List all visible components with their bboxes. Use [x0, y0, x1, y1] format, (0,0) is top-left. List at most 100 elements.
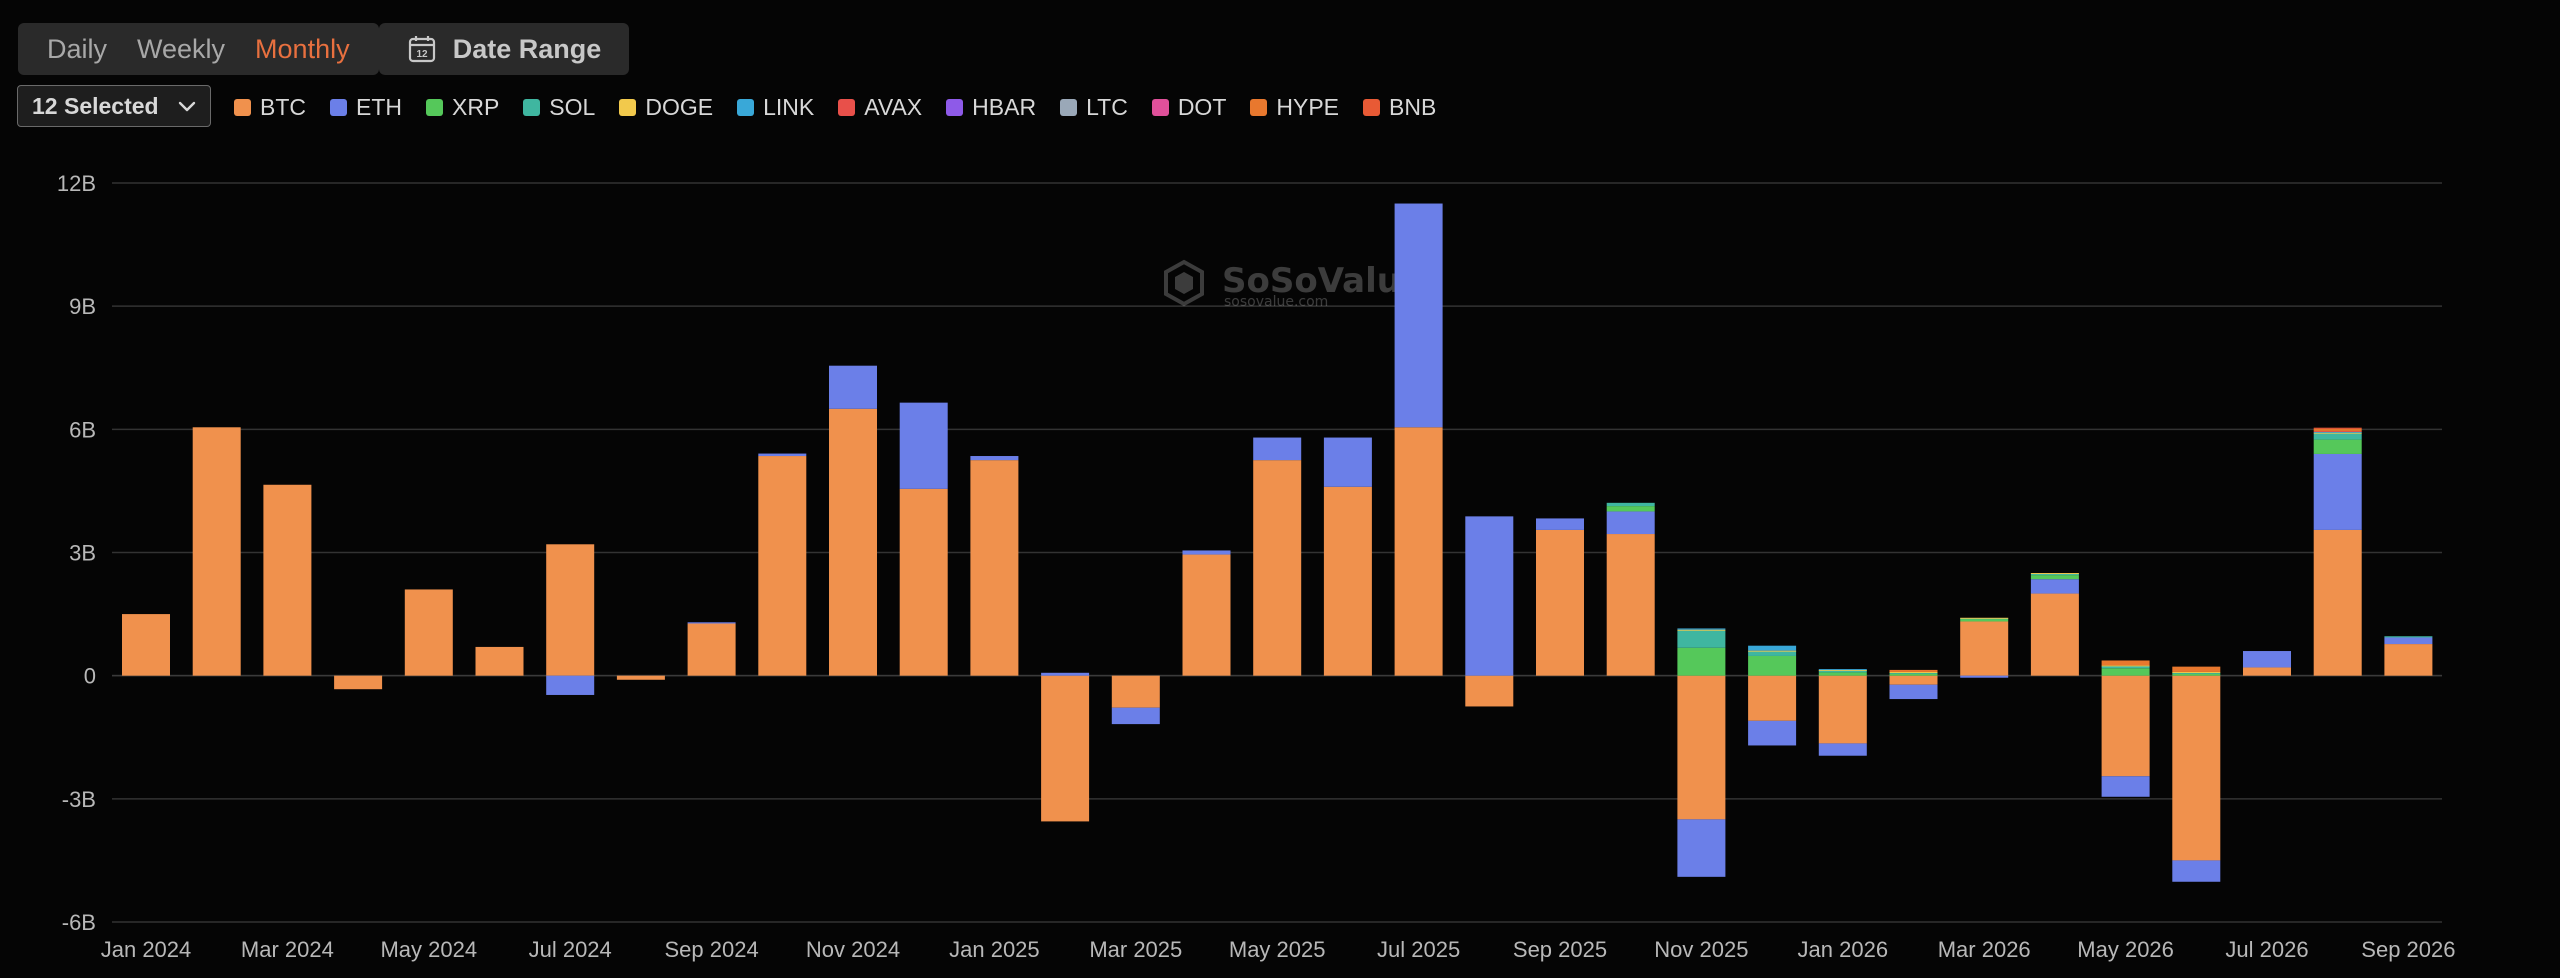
bar-eth-oct-2024[interactable]	[758, 453, 807, 457]
bar-eth-apr-2025[interactable]	[1182, 550, 1231, 555]
bar-eth-apr-2026[interactable]	[2030, 579, 2079, 594]
bar-sol-feb-2026[interactable]	[1889, 672, 1938, 674]
bar-doge-jun-2026[interactable]	[2172, 671, 2221, 673]
bar-eth-feb-2025[interactable]	[1041, 672, 1090, 676]
bar-link-nov-2025[interactable]	[1677, 628, 1726, 630]
bar-eth-sep-2025[interactable]	[1536, 518, 1584, 530]
bar-xrp-jun-2026[interactable]	[2172, 673, 2221, 676]
bar-btc-jan-2024[interactable]	[122, 614, 170, 676]
bar-xrp-may-2026[interactable]	[2101, 668, 2150, 676]
bar-btc-aug-2026[interactable]	[2313, 529, 2362, 676]
bar-eth-aug-2025[interactable]	[1465, 516, 1514, 676]
bar-doge-feb-2026[interactable]	[1889, 671, 1938, 673]
bar-hype-may-2026[interactable]	[2101, 660, 2150, 666]
bar-btc-mar-2025[interactable]	[1111, 675, 1160, 708]
bar-bnb-aug-2026[interactable]	[2313, 427, 2362, 429]
bar-sol-jun-2026[interactable]	[2172, 672, 2221, 674]
bar-btc-feb-2026[interactable]	[1889, 675, 1938, 685]
bar-btc-mar-2026[interactable]	[1960, 621, 2009, 676]
bar-eth-jul-2026[interactable]	[2243, 651, 2291, 668]
legend-item-sol[interactable]: SOL	[523, 94, 595, 121]
bar-xrp-mar-2026[interactable]	[1960, 619, 2009, 622]
bar-doge-apr-2026[interactable]	[2030, 573, 2079, 575]
bar-xrp-oct-2025[interactable]	[1606, 506, 1655, 512]
bar-eth-nov-2025[interactable]	[1677, 819, 1726, 877]
tab-monthly[interactable]: Monthly	[255, 33, 350, 64]
bar-btc-jan-2025[interactable]	[970, 460, 1019, 676]
bar-eth-jun-2025[interactable]	[1323, 437, 1372, 487]
bar-btc-jul-2025[interactable]	[1394, 427, 1443, 676]
legend-item-dot[interactable]: DOT	[1151, 94, 1226, 121]
bar-eth-jan-2025[interactable]	[970, 456, 1019, 461]
bar-sol-sep-2026[interactable]	[2384, 636, 2433, 638]
bar-sol-oct-2025[interactable]	[1606, 502, 1655, 507]
bar-xrp-dec-2025[interactable]	[1748, 655, 1797, 676]
bar-btc-feb-2025[interactable]	[1041, 675, 1090, 822]
date-range-button[interactable]: 12 Date Range	[379, 23, 629, 75]
bar-eth-jul-2025[interactable]	[1394, 203, 1443, 428]
legend-item-link[interactable]: LINK	[737, 94, 814, 121]
bar-btc-jan-2026[interactable]	[1818, 675, 1867, 744]
bar-doge-may-2026[interactable]	[2101, 665, 2150, 667]
bar-btc-mar-2024[interactable]	[263, 484, 312, 676]
bar-sol-dec-2025[interactable]	[1748, 651, 1797, 656]
bar-btc-dec-2024[interactable]	[899, 488, 948, 676]
bar-eth-oct-2025[interactable]	[1606, 511, 1655, 535]
bar-btc-jul-2026[interactable]	[2243, 667, 2291, 676]
bar-sol-jan-2026[interactable]	[1818, 670, 1867, 673]
bar-sol-apr-2026[interactable]	[2030, 573, 2079, 576]
legend-item-xrp[interactable]: XRP	[426, 94, 499, 121]
asset-select[interactable]: 12 Selected	[17, 85, 211, 127]
bar-btc-aug-2025[interactable]	[1465, 675, 1514, 707]
bar-eth-mar-2026[interactable]	[1960, 675, 2009, 678]
bar-btc-jun-2025[interactable]	[1323, 486, 1372, 676]
bar-btc-dec-2025[interactable]	[1748, 675, 1797, 721]
bar-btc-feb-2024[interactable]	[192, 427, 241, 676]
bar-doge-mar-2026[interactable]	[1960, 617, 2009, 619]
bar-doge-nov-2025[interactable]	[1677, 629, 1726, 631]
bar-avax-aug-2026[interactable]	[2313, 430, 2362, 432]
legend-item-hype[interactable]: HYPE	[1250, 94, 1339, 121]
legend-item-hbar[interactable]: HBAR	[946, 94, 1036, 121]
bar-btc-oct-2025[interactable]	[1606, 534, 1655, 676]
bar-eth-jun-2026[interactable]	[2172, 860, 2221, 882]
bar-btc-sep-2025[interactable]	[1536, 529, 1584, 676]
bar-doge-jan-2026[interactable]	[1818, 669, 1867, 671]
legend-item-avax[interactable]: AVAX	[838, 94, 922, 121]
bar-btc-may-2025[interactable]	[1253, 460, 1302, 676]
bar-link-aug-2026[interactable]	[2313, 431, 2362, 433]
bar-btc-apr-2025[interactable]	[1182, 554, 1231, 676]
bar-eth-dec-2024[interactable]	[899, 402, 948, 489]
bar-sol-aug-2026[interactable]	[2313, 433, 2362, 440]
bar-eth-may-2025[interactable]	[1253, 437, 1302, 461]
bar-btc-sep-2026[interactable]	[2384, 644, 2433, 676]
bar-sol-nov-2025[interactable]	[1677, 630, 1726, 648]
bar-xrp-jan-2026[interactable]	[1818, 672, 1867, 676]
bar-btc-may-2026[interactable]	[2101, 675, 2150, 777]
bar-hype-aug-2026[interactable]	[2313, 428, 2362, 431]
bar-hype-jun-2026[interactable]	[2172, 666, 2221, 672]
bar-btc-nov-2024[interactable]	[829, 408, 877, 676]
tab-daily[interactable]: Daily	[47, 33, 108, 64]
bar-btc-apr-2026[interactable]	[2030, 593, 2079, 676]
bar-btc-oct-2024[interactable]	[758, 456, 807, 676]
bar-xrp-apr-2026[interactable]	[2030, 575, 2079, 580]
legend-item-bnb[interactable]: BNB	[1363, 94, 1436, 121]
bar-btc-may-2024[interactable]	[404, 589, 453, 676]
bar-link-jan-2026[interactable]	[1818, 669, 1867, 671]
bar-btc-sep-2024[interactable]	[687, 623, 736, 676]
legend-item-eth[interactable]: ETH	[330, 94, 402, 121]
bar-eth-may-2026[interactable]	[2101, 776, 2150, 797]
bar-eth-nov-2024[interactable]	[829, 365, 877, 409]
legend-item-ltc[interactable]: LTC	[1060, 94, 1128, 121]
bar-btc-jul-2024[interactable]	[546, 544, 595, 676]
bar-btc-aug-2024[interactable]	[616, 675, 665, 680]
bar-hype-feb-2026[interactable]	[1889, 669, 1938, 672]
bar-eth-mar-2025[interactable]	[1111, 707, 1160, 725]
bar-eth-sep-2026[interactable]	[2384, 637, 2433, 645]
legend-item-btc[interactable]: BTC	[234, 94, 306, 121]
bar-btc-jun-2026[interactable]	[2172, 675, 2221, 861]
bar-link-dec-2025[interactable]	[1748, 645, 1797, 651]
bar-eth-dec-2025[interactable]	[1748, 720, 1797, 746]
bar-btc-apr-2024[interactable]	[334, 675, 383, 690]
